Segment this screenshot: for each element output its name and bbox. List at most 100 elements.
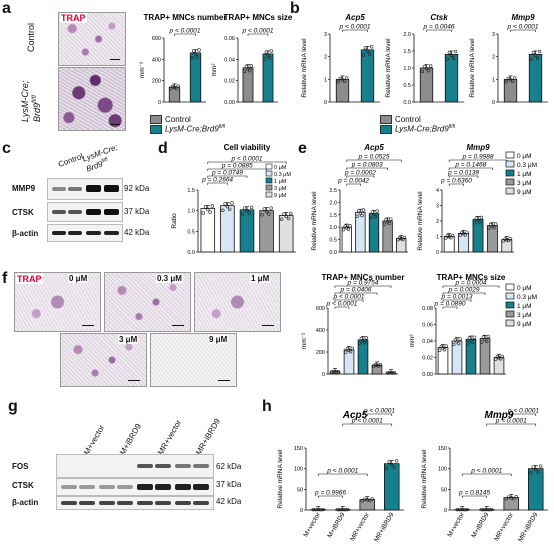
y-tick-label: 0.5 xyxy=(187,229,195,235)
significance-bracket xyxy=(448,175,479,178)
data-point xyxy=(240,212,245,216)
band xyxy=(193,484,209,490)
data-point xyxy=(360,213,364,218)
chart-d-viability: Cell viability Ratio 0.0 0.5 1.0 1.5 p < 0.000… xyxy=(171,143,296,256)
significance-bracket xyxy=(342,29,368,32)
significance-bracket xyxy=(510,29,536,32)
bar xyxy=(239,209,255,253)
legend-label: 0 μM xyxy=(517,285,532,292)
data-point xyxy=(210,204,215,208)
data-point xyxy=(390,462,394,467)
bar xyxy=(465,338,477,375)
band xyxy=(137,464,153,468)
y-tick-label: 0 xyxy=(324,100,327,106)
panel-letter-g: g xyxy=(8,398,18,415)
data-point xyxy=(375,363,379,368)
data-point xyxy=(458,233,462,237)
band xyxy=(99,485,115,489)
data-point xyxy=(314,507,318,512)
data-point xyxy=(201,211,205,215)
data-point xyxy=(370,497,374,501)
y-tick-label: 0.06 xyxy=(224,36,235,42)
col-label-lysm-c-sup: fl/fl xyxy=(100,156,109,165)
chart-title: Ctsk xyxy=(430,13,448,22)
band xyxy=(79,485,95,489)
row-label-brd9-text: Brd9 xyxy=(32,102,42,122)
data-point xyxy=(476,218,480,222)
data-point xyxy=(378,362,382,367)
data-point xyxy=(533,53,538,58)
blot-g-label-fos: FOS xyxy=(12,462,29,471)
p-value-label: p = 0.0002 xyxy=(344,170,376,177)
p-value-label: p < 0.0001 xyxy=(495,418,527,425)
scale-bar-f4 xyxy=(128,380,140,381)
data-point xyxy=(269,206,273,210)
data-point xyxy=(389,217,393,221)
y-tick-label: 0.5 xyxy=(403,83,411,89)
data-point xyxy=(444,236,448,240)
data-point xyxy=(485,507,489,512)
legend-a: Control LysM-Cre;Brd9fl/fl xyxy=(150,114,225,134)
significance-bracket xyxy=(334,299,364,302)
data-point xyxy=(246,66,250,71)
data-point xyxy=(460,507,464,512)
legend-swatch xyxy=(505,292,515,300)
data-point xyxy=(472,335,476,339)
data-point xyxy=(247,68,252,73)
p-value-label: p = 0.0749 xyxy=(211,170,243,177)
data-point xyxy=(373,363,378,367)
y-axis-label: mm² xyxy=(409,334,416,348)
legend-f: 0 μM 0.3 μM 1 μM 3 μM 9 μM xyxy=(505,283,537,328)
trap-image-lysm xyxy=(58,67,126,131)
data-point xyxy=(316,507,320,512)
kda-c-42: 42 kDa xyxy=(124,228,150,237)
data-point xyxy=(535,56,540,60)
blot-c-mmp9 xyxy=(47,178,123,200)
data-point xyxy=(342,79,347,83)
kda-g-42: 42 kDa xyxy=(216,497,242,506)
bar xyxy=(503,497,520,511)
data-point xyxy=(458,507,462,512)
data-point xyxy=(334,370,339,374)
data-point xyxy=(242,69,247,73)
data-point xyxy=(262,207,267,211)
band xyxy=(155,464,171,468)
y-tick-label: 3 xyxy=(324,32,327,38)
significance-bracket xyxy=(334,285,392,288)
significance-bracket xyxy=(317,495,344,498)
data-point xyxy=(387,221,391,226)
legend-swatch xyxy=(265,163,273,170)
data-point xyxy=(364,336,368,340)
data-point xyxy=(487,226,491,230)
bar xyxy=(278,215,294,253)
legend-text-lysm: LysM-Cre;Brd9fl/fl xyxy=(165,124,225,134)
data-point xyxy=(483,337,487,341)
p-value-label: p = 0.0013 xyxy=(441,294,473,301)
data-point xyxy=(244,64,249,69)
y-tick-label: 2 xyxy=(436,219,439,225)
data-point xyxy=(249,205,254,210)
data-point xyxy=(506,238,511,243)
bar xyxy=(262,53,274,103)
p-value-label: p = 0.0042 xyxy=(337,178,369,185)
bar xyxy=(458,233,470,253)
legend-label: 0 μM xyxy=(517,153,532,160)
data-point xyxy=(176,84,180,88)
p-value-label: p = 0.0029 xyxy=(448,287,480,294)
p-value-label: p = 0.9988 xyxy=(462,154,494,161)
data-point xyxy=(466,341,470,345)
significance-bracket xyxy=(346,167,388,170)
band xyxy=(68,231,82,235)
band xyxy=(193,501,209,505)
significance-bracket xyxy=(510,413,537,416)
x-tick-label: M+iBRD9 xyxy=(326,511,346,539)
p-value-label: p < 0.0001 xyxy=(326,301,358,308)
data-point xyxy=(529,57,534,61)
data-point xyxy=(529,471,533,475)
significance-bracket xyxy=(486,423,537,426)
data-point xyxy=(247,211,251,215)
significance-bracket xyxy=(442,299,472,302)
y-tick-label: 200 xyxy=(316,350,325,356)
data-point xyxy=(462,507,467,512)
data-point xyxy=(481,335,486,339)
